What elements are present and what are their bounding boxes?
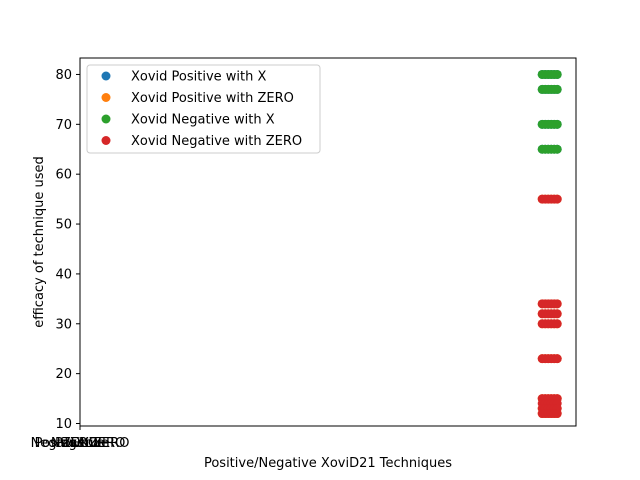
x-tick-label: ZERO xyxy=(62,436,98,451)
legend-entry-label: Xovid Positive with ZERO xyxy=(131,91,294,106)
y-tick-label: 10 xyxy=(55,417,72,432)
legend-marker xyxy=(101,114,111,124)
x-tick-label: Negative xyxy=(51,436,109,451)
data-point xyxy=(552,84,562,94)
y-tick-label: 20 xyxy=(55,367,72,382)
data-point xyxy=(552,299,562,309)
y-tick-label: 50 xyxy=(55,218,72,233)
data-point xyxy=(552,69,562,79)
legend-entry-label: Xovid Negative with ZERO xyxy=(131,134,302,149)
x-tick-label: X xyxy=(76,436,85,451)
data-point xyxy=(552,119,562,129)
legend-frame xyxy=(86,64,321,154)
data-point xyxy=(552,309,562,319)
x-tick-label: Negative ZERO xyxy=(31,436,130,451)
y-tick-label: 60 xyxy=(55,168,72,183)
y-tick-label: 40 xyxy=(55,267,72,282)
legend-marker xyxy=(101,136,111,145)
legend: Xovid Positive with X Xovid Positive with… xyxy=(86,64,321,154)
legend-marker xyxy=(101,71,111,81)
data-point xyxy=(552,354,562,364)
data-point xyxy=(552,319,562,329)
points-layer xyxy=(537,69,562,419)
y-tick-label: 30 xyxy=(55,317,72,332)
y-axis-label: efficacy of technique used xyxy=(32,156,47,328)
data-point xyxy=(552,409,562,419)
y-axis-ticks: 10 20 30 40 50 60 70 80 xyxy=(55,68,80,432)
y-tick-label: 80 xyxy=(55,68,72,83)
x-axis-label: Positive/Negative XoviD21 Techniques xyxy=(204,456,452,471)
data-point xyxy=(552,194,562,204)
data-point xyxy=(552,144,562,154)
plot-frame xyxy=(79,57,577,427)
x-tick-label: Positive xyxy=(55,436,105,451)
y-tick-label: 70 xyxy=(55,118,72,133)
legend-entry-label: Xovid Positive with X xyxy=(131,70,267,85)
legend-entry-label: Xovid Negative with X xyxy=(131,113,275,128)
legend-marker xyxy=(101,93,111,102)
x-tick-label: Positive ZERO xyxy=(35,436,126,451)
